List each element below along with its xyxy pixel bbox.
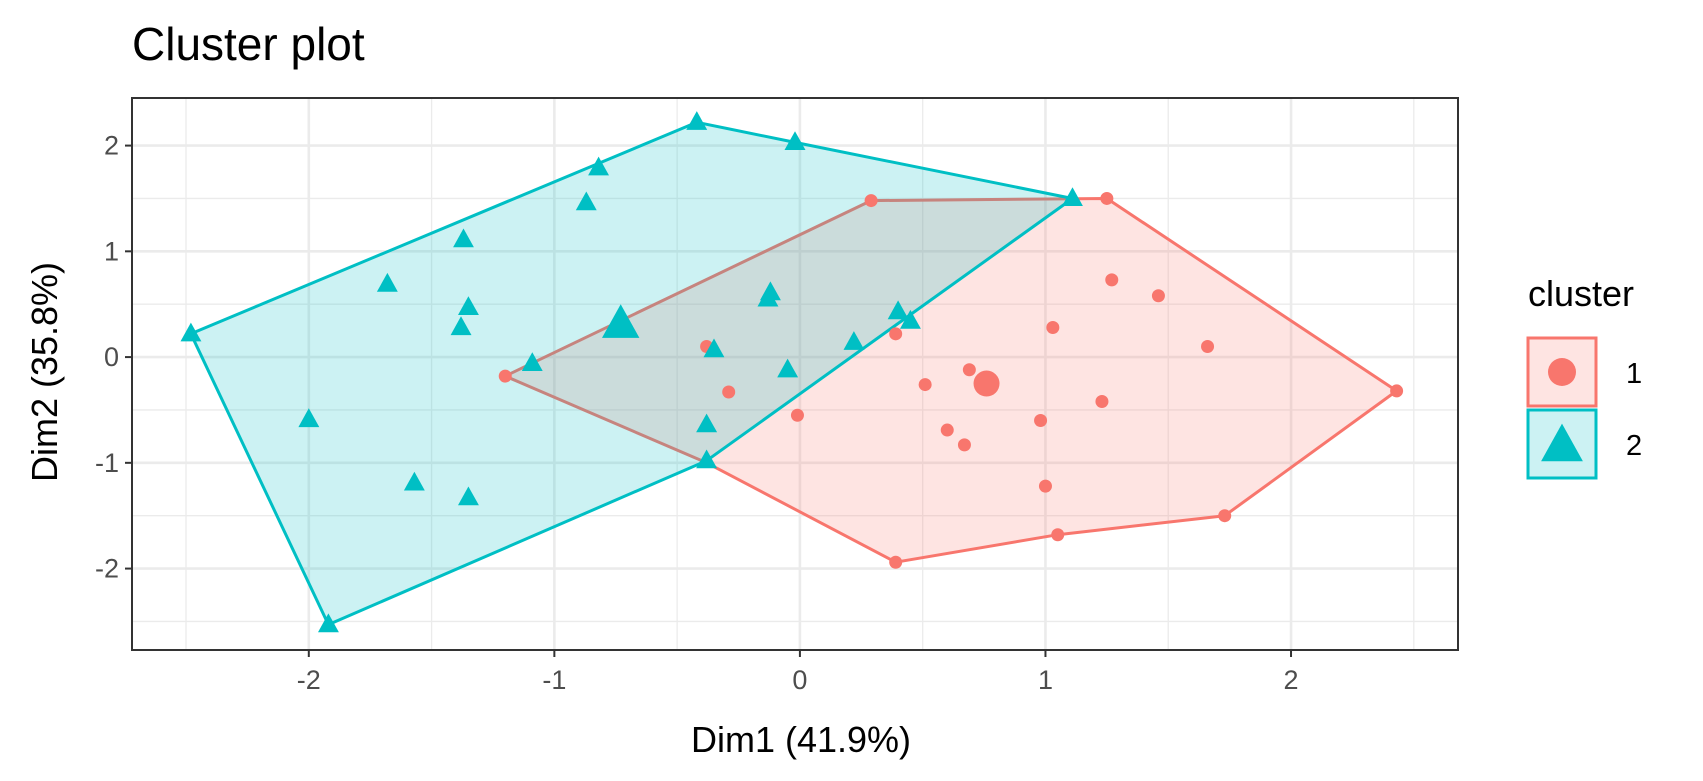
y-tick-label: 2 [104, 131, 119, 161]
panel-border-rect [131, 97, 1459, 651]
cluster-1-point [1201, 340, 1215, 354]
cluster-1-point [889, 555, 903, 569]
x-axis-ticks: -2 -1 0 1 2 [297, 650, 1299, 695]
cluster-1-point [864, 194, 878, 208]
cluster-2-point [298, 408, 320, 428]
x-tick-label: 1 [1038, 665, 1053, 695]
cluster-2-point [575, 191, 597, 211]
cluster-2-point [376, 272, 398, 292]
cluster-1-point [790, 408, 804, 422]
cluster-2-point [588, 156, 609, 176]
cluster-1-point [1051, 528, 1065, 542]
cluster-1-point [1105, 273, 1119, 287]
cluster-2-point [696, 449, 718, 469]
cluster-1-point [498, 369, 512, 383]
cluster-2-point [686, 111, 708, 130]
cluster-2-point [703, 338, 725, 358]
minor-gridlines [132, 98, 1458, 650]
cluster-2-point [777, 358, 799, 378]
cluster-2-point [458, 486, 479, 506]
major-gridlines [132, 98, 1458, 650]
plot-border [131, 97, 1459, 651]
cluster-2-point [696, 413, 718, 433]
cluster-1-point [889, 327, 903, 341]
cluster-2-point [843, 331, 865, 350]
cluster-2-point [900, 309, 921, 329]
y-tick-label: 1 [104, 236, 119, 266]
cluster-2-point [757, 287, 779, 307]
cluster-1-point [918, 378, 932, 392]
y-axis-title: Dim2 (35.8%) [24, 262, 65, 482]
cluster-2-point [458, 296, 479, 315]
plot-title: Cluster plot [132, 18, 365, 70]
x-tick-label: 2 [1284, 665, 1299, 695]
y-tick-label: -2 [95, 554, 119, 584]
cluster-2-point [887, 300, 909, 320]
cluster-hulls [189, 120, 1399, 627]
cluster-1-point [1100, 191, 1114, 205]
cluster-1-centroid [973, 370, 1000, 397]
cluster-1-point [1218, 509, 1232, 523]
cluster-1-point [957, 438, 971, 452]
cluster-2-point [1062, 187, 1083, 206]
cluster-centroids [602, 304, 1000, 397]
cluster-1-point [1095, 394, 1109, 408]
y-tick-label: 0 [104, 342, 119, 372]
legend-marker-2 [1541, 423, 1583, 462]
cluster-1-point [940, 423, 954, 437]
cluster-2-point [318, 613, 339, 633]
y-tick-label: -1 [95, 448, 119, 478]
cluster-2-centroid [602, 304, 640, 338]
legend: cluster 1 2 [1526, 273, 1642, 480]
data-points [180, 111, 1404, 633]
x-tick-label: -1 [542, 665, 566, 695]
cluster-1-point [1390, 384, 1404, 398]
cluster-2-point [450, 316, 472, 336]
cluster-2-point [403, 471, 425, 491]
legend-marker-1 [1548, 358, 1576, 386]
x-tick-label: 0 [792, 665, 807, 695]
x-tick-label: -2 [297, 665, 321, 695]
x-axis-title: Dim1 (41.9%) [691, 719, 911, 760]
cluster-1-point [1038, 479, 1052, 493]
cluster-1-point [962, 363, 976, 377]
legend-title: cluster [1528, 273, 1634, 314]
cluster-1-point [1151, 289, 1165, 303]
cluster-1-point [1046, 320, 1060, 334]
cluster-2-point [784, 131, 806, 150]
legend-label-1: 1 [1626, 358, 1642, 390]
cluster-1-point [722, 385, 736, 399]
y-axis-ticks: -2 -1 0 1 2 [95, 131, 132, 584]
cluster-2-point [453, 228, 474, 248]
cluster-1-point [1034, 414, 1048, 428]
legend-label-2: 2 [1626, 430, 1642, 462]
cluster-2-point [521, 352, 543, 371]
cluster-2-point [180, 322, 202, 342]
